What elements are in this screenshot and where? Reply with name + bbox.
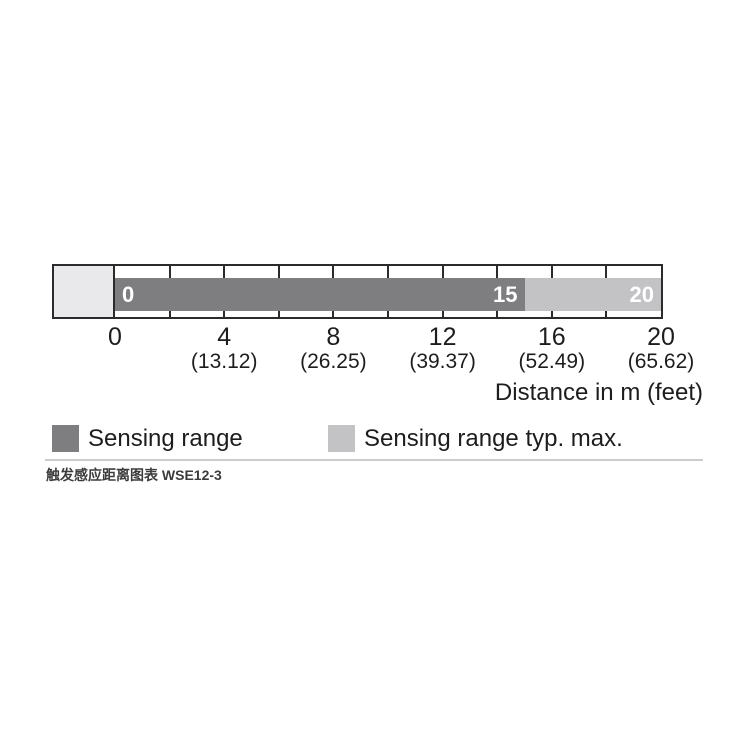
chart-track: 0 15 20 xyxy=(52,264,663,319)
sensor-body-block xyxy=(54,266,115,317)
chart-scale: 0 15 20 xyxy=(115,266,661,317)
legend-item-sensing-range-typ-max: Sensing range typ. max. xyxy=(328,425,623,452)
x-axis: 0 4 (13.12) 8 (26.25) 12 (39.37) 16 (52.49) 20 (65… xyxy=(108,324,694,376)
x-axis-title: Distance in m (feet) xyxy=(494,379,703,406)
x-axis-label: 12 (39.37) xyxy=(409,324,476,373)
bar-end-value: 15 xyxy=(493,282,518,307)
x-axis-label: 20 (65.62) xyxy=(628,324,695,373)
sensing-range-max-bar: 20 xyxy=(524,278,661,311)
x-axis-label: 0 xyxy=(108,324,122,350)
legend-swatch-sensing-range xyxy=(52,425,79,452)
x-axis-label: 4 (13.12) xyxy=(191,324,258,373)
x-axis-meters-value: 12 xyxy=(428,323,457,351)
x-axis-meters-value: 0 xyxy=(108,323,122,351)
legend-swatch-sensing-range-typ-max xyxy=(328,425,355,452)
x-axis-meters-value: 4 xyxy=(217,323,232,351)
x-axis-label: 16 (52.49) xyxy=(519,324,586,373)
sensing-range-bar: 0 15 xyxy=(115,278,525,311)
x-axis-feet-value: (65.62) xyxy=(627,350,695,373)
x-axis-meters-value: 20 xyxy=(647,323,675,351)
bar-start-value: 0 xyxy=(122,282,135,307)
x-axis-feet-value: (26.25) xyxy=(300,350,367,373)
legend-label: Sensing range xyxy=(88,424,243,452)
x-axis-label: 8 (26.25) xyxy=(300,324,367,373)
bar-end-value: 20 xyxy=(629,282,654,307)
divider-line xyxy=(45,459,703,461)
x-axis-feet-value: (39.37) xyxy=(409,350,476,373)
x-axis-meters-value: 8 xyxy=(326,323,341,351)
x-axis-meters-value: 16 xyxy=(537,323,566,351)
x-axis-feet-value: (52.49) xyxy=(518,350,586,373)
legend-label: Sensing range typ. max. xyxy=(364,424,623,452)
legend-item-sensing-range: Sensing range xyxy=(52,425,243,452)
x-axis-feet-value: (13.12) xyxy=(190,350,258,373)
figure-caption: 触发感应距离图表 WSE12-3 xyxy=(46,467,222,483)
